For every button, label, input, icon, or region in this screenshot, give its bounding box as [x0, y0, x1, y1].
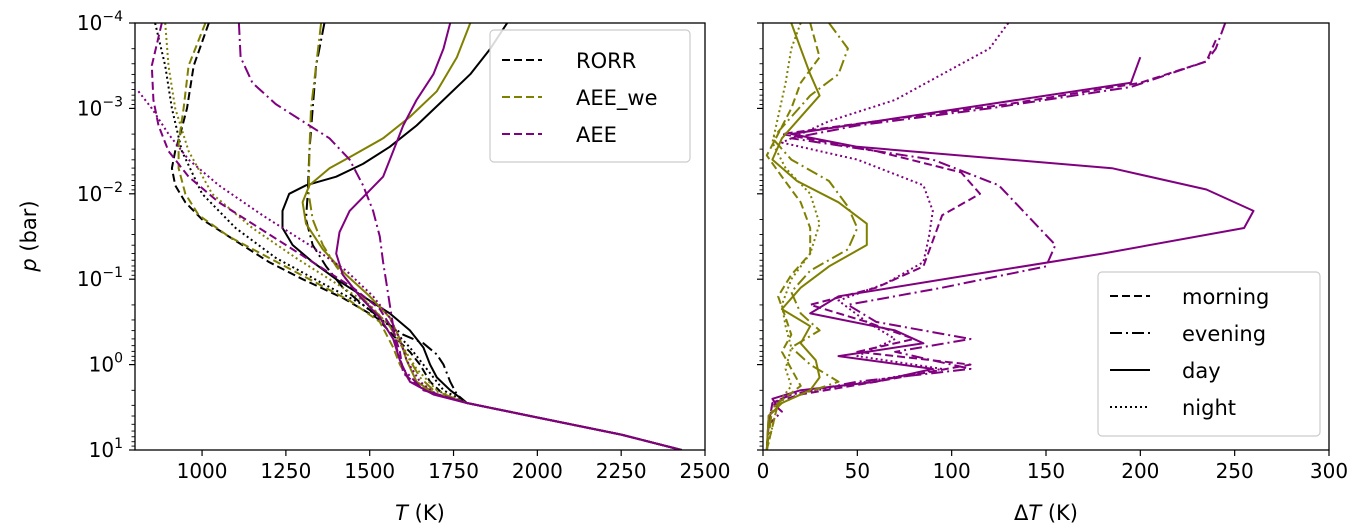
x-tick-label: 2500 [680, 459, 731, 483]
right-x-ticks: 0 50 100 150 200 250 300 [757, 450, 1348, 483]
x-tick-label: 150 [1027, 459, 1065, 483]
left-y-ticks: 10−4 10−3 10−2 10−1 100 101 [77, 9, 135, 462]
legend-label: night [1182, 396, 1236, 420]
left-x-axis-label: T (K) [395, 501, 445, 525]
series-aee-morning [765, 39, 1217, 450]
x-tick-label: 1500 [344, 459, 395, 483]
x-tick-label: 100 [933, 459, 971, 483]
left-x-ticks: 1000 1250 1500 1750 2000 2250 2500 [177, 450, 731, 483]
series-aee-night [765, 23, 1010, 450]
legend-label: AEE [576, 123, 617, 147]
legend-box [1097, 271, 1321, 437]
y-tick-label: 101 [89, 436, 123, 462]
x-tick-label: 2000 [512, 459, 563, 483]
left-panel: 1000 1250 1500 1750 2000 2250 2500 10−410−310−… [17, 9, 730, 525]
y-tick-label: 10−1 [77, 265, 123, 291]
legend-label: day [1182, 359, 1221, 383]
legend-label: morning [1182, 285, 1269, 309]
x-tick-label: 1000 [177, 459, 228, 483]
legend-label: evening [1182, 322, 1266, 346]
x-tick-label: 200 [1121, 459, 1159, 483]
left-plot-lines [137, 23, 682, 450]
right-x-axis-label: ΔT (K) [1014, 501, 1078, 525]
y-tick-label: 100 [89, 351, 123, 377]
series-aee_we-night [164, 23, 682, 450]
series-aee-day [765, 56, 1255, 450]
series-aee_we-morning [765, 23, 821, 450]
series-rorr-night [154, 23, 682, 450]
legend-label: AEE_we [576, 86, 658, 111]
x-tick-label: 1750 [428, 459, 479, 483]
y-tick-label: 10−4 [77, 9, 123, 35]
left-y-axis-label: p (bar) [17, 200, 41, 272]
right-legend: morning evening day night [1097, 271, 1321, 437]
x-tick-label: 250 [1216, 459, 1254, 483]
series-aee_we-night [765, 23, 821, 450]
right-plot-lines [765, 23, 1255, 450]
x-tick-label: 0 [757, 459, 770, 483]
left-axes-frame [134, 22, 706, 451]
y-tick-label: 10−3 [77, 94, 123, 120]
legend-label: RORR [576, 49, 636, 73]
x-tick-label: 50 [845, 459, 870, 483]
right-y-ticks [757, 22, 763, 451]
series-aee_we-evening [765, 23, 859, 450]
right-panel: 0 50 100 150 200 250 300 ΔT (K) morning evening… [757, 22, 1348, 525]
left-legend: RORR AEE_we AEE [489, 29, 691, 163]
x-tick-label: 2250 [596, 459, 647, 483]
y-tick-label: 10−2 [77, 180, 123, 206]
legend-box [489, 29, 691, 163]
x-tick-label: 300 [1310, 459, 1348, 483]
x-tick-label: 1250 [260, 459, 311, 483]
series-aee_we-day [765, 23, 868, 450]
series-aee-day [335, 23, 682, 450]
series-rorr-day [281, 23, 682, 450]
